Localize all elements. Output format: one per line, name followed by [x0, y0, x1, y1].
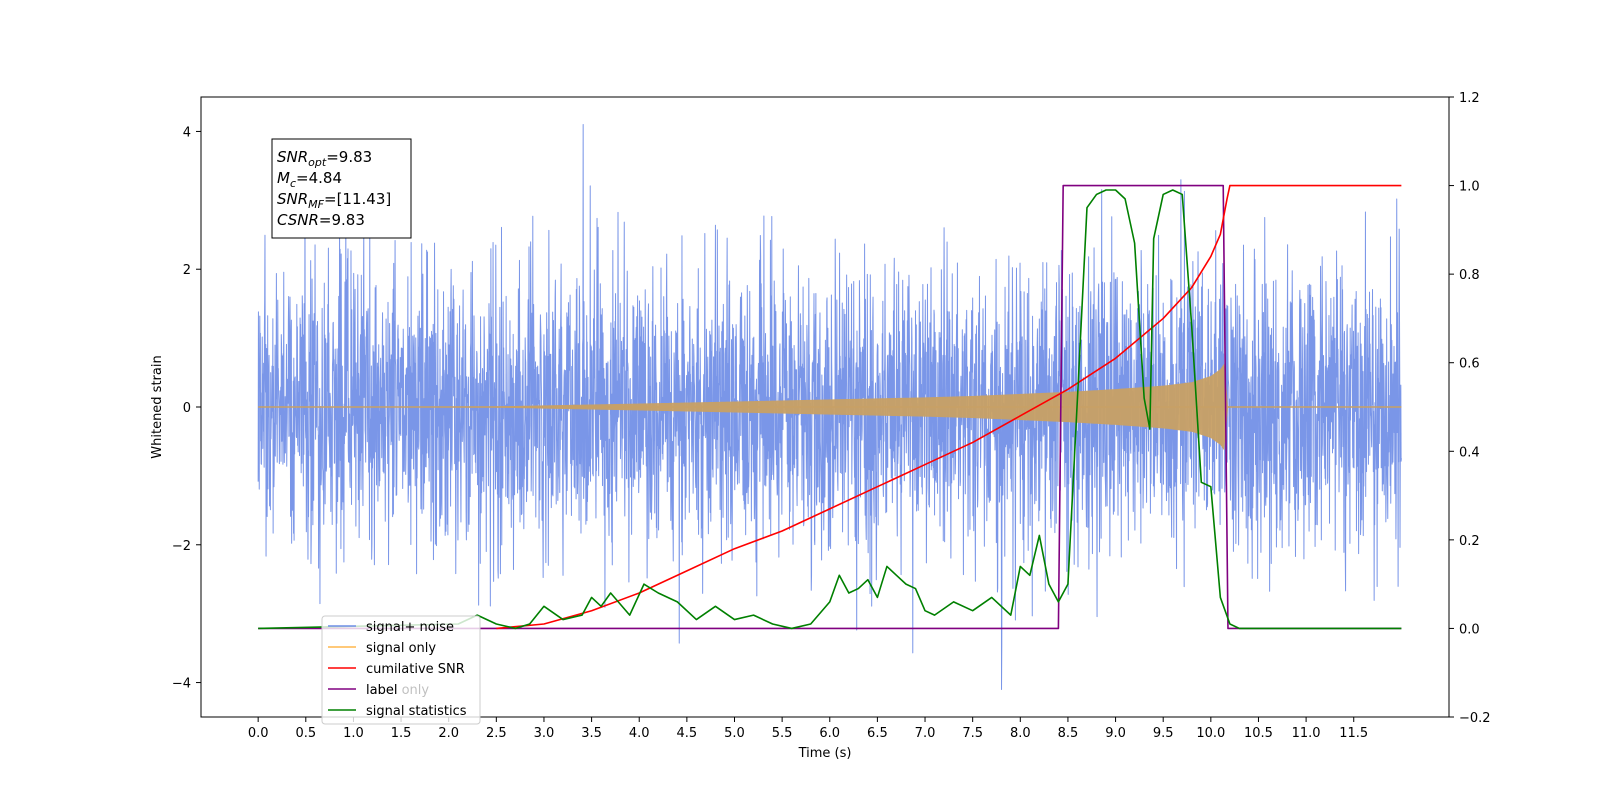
y-axis-label: Whitened strain [150, 355, 165, 458]
annotation-line: Mc=4.84 [277, 169, 342, 190]
x-tick-label: 2.5 [486, 726, 507, 741]
x-tick-label: 5.5 [772, 726, 793, 741]
legend-label: signal+ noise [366, 620, 454, 635]
x-tick-label: 3.0 [534, 726, 555, 741]
x-tick-label: 9.5 [1153, 726, 1174, 741]
x-tick-label: 0.5 [295, 726, 316, 741]
y2-tick-label: 0.4 [1459, 445, 1480, 460]
y2-tick-label: 0.8 [1459, 268, 1480, 283]
y-tick-label: −2 [172, 539, 191, 554]
x-tick-label: 1.0 [343, 726, 364, 741]
x-tick-label: 5.0 [724, 726, 745, 741]
x-tick-label: 6.0 [819, 726, 840, 741]
legend-label: signal only [366, 641, 436, 656]
legend-label: signal statistics [366, 704, 467, 719]
y2-tick-label: 0.2 [1459, 534, 1480, 549]
series-signal-statistics [258, 189, 1402, 630]
annotation-line: SNRopt=9.83 [277, 148, 372, 169]
annotation-line: SNRMF=[11.43] [277, 190, 391, 211]
x-tick-label: 2.0 [438, 726, 459, 741]
y2-tick-label: 1.0 [1459, 180, 1480, 195]
y-tick-label: −4 [172, 677, 191, 692]
x-tick-label: 4.5 [677, 726, 698, 741]
x-tick-label: 11.5 [1339, 726, 1368, 741]
legend: signal+ noise signal only cumilative SNR la… [321, 615, 481, 725]
series-cumulative-snr [496, 184, 1402, 630]
x-tick-label: 10.5 [1244, 726, 1273, 741]
x-tick-label: 3.5 [581, 726, 602, 741]
annotation-frame [271, 138, 412, 239]
y2-tick-label: 1.2 [1459, 91, 1480, 106]
y2-tick-label: 0.6 [1459, 357, 1480, 372]
x-axis-label: Time (s) [798, 746, 852, 761]
legend-label-hidden: label only [366, 683, 429, 698]
x-tick-label: 6.5 [867, 726, 888, 741]
x-axis: 0.0 0.5 1.0 1.5 2.0 2.5 3.0 3.5 4.0 4.5 5.0 5.5 6.0 6… [248, 717, 1368, 741]
x-tick-label: 0.0 [248, 726, 269, 741]
x-tick-label: 8.0 [1010, 726, 1031, 741]
series-layer [257, 124, 1402, 690]
x-tick-label: 8.5 [1058, 726, 1079, 741]
y-tick-label: 0 [183, 401, 191, 416]
legend-label: cumilative SNR [366, 662, 465, 677]
x-tick-label: 1.5 [391, 726, 412, 741]
y-tick-label: 2 [183, 263, 191, 278]
y-axis-right: −0.2 0.0 0.2 0.4 0.6 0.8 1.0 1.2 [1449, 91, 1491, 726]
x-tick-label: 7.0 [915, 726, 936, 741]
x-tick-label: 11.0 [1292, 726, 1321, 741]
y2-tick-label: 0.0 [1459, 622, 1480, 637]
x-tick-label: 10.0 [1196, 726, 1225, 741]
y2-tick-label: −0.2 [1459, 711, 1491, 726]
legend-label: label [366, 683, 397, 698]
y-tick-label: 4 [183, 125, 191, 140]
x-tick-label: 4.0 [629, 726, 650, 741]
x-tick-label: 9.0 [1105, 726, 1126, 741]
annotation-line: CSNR=9.83 [277, 211, 365, 229]
x-tick-label: 7.5 [962, 726, 983, 741]
legend-frame [321, 615, 481, 725]
y-axis-left: −4 −2 0 2 4 [172, 125, 201, 692]
